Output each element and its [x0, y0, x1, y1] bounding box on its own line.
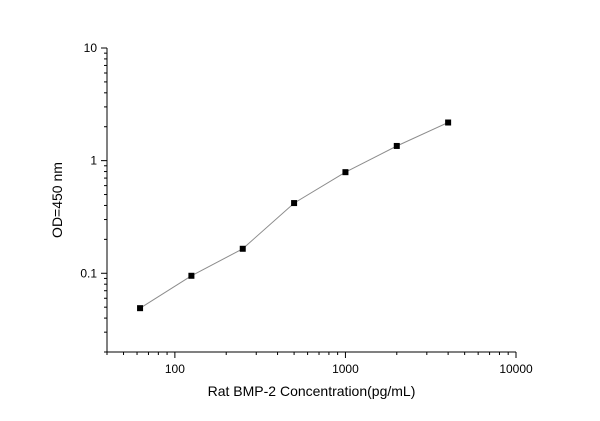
y-tick-label: 0.1: [80, 266, 97, 280]
axes: 0.1 1 10 100 1000 10000: [80, 41, 533, 376]
y-axis-title: OD=450 nm: [49, 162, 65, 238]
data-point: [393, 142, 400, 149]
data-point: [239, 245, 246, 252]
data-point: [342, 169, 349, 176]
data-point: [137, 305, 144, 312]
x-tick-label: 1000: [332, 362, 359, 376]
y-tick-label: 1: [90, 154, 97, 168]
data-point: [188, 272, 195, 279]
x-axis-title: Rat BMP-2 Concentration(pg/mL): [208, 383, 416, 399]
x-tick-label: 100: [165, 362, 185, 376]
data-point: [291, 200, 298, 207]
x-tick-label: 10000: [499, 362, 533, 376]
y-tick-label: 10: [84, 41, 98, 55]
series-line: [139, 122, 449, 309]
series-layer: [137, 119, 452, 312]
data-point: [445, 119, 452, 126]
